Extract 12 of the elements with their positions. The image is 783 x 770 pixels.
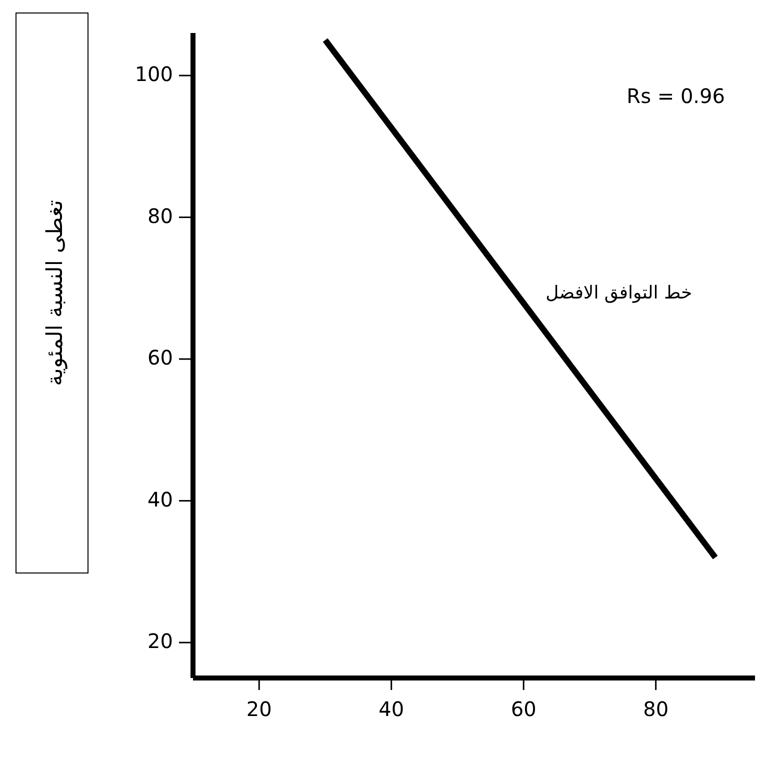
y-tick-label: 20 [148, 629, 173, 654]
x-tick-label: 40 [378, 697, 404, 721]
y-tick-label: 60 [148, 346, 173, 370]
annotation: Rs = 0.96 [626, 84, 725, 108]
y-tick-label: 100 [134, 62, 173, 86]
y-tick-label: 80 [148, 204, 173, 228]
y-tick-label: 40 [148, 487, 173, 512]
x-tick-label: 60 [510, 697, 536, 721]
y-axis-title: تغطى النسبة المئوية [43, 200, 68, 386]
x-tick-label: 20 [246, 697, 272, 721]
x-tick-label: 80 [643, 697, 669, 721]
annotation: خط التوافق الافضل [546, 282, 692, 304]
